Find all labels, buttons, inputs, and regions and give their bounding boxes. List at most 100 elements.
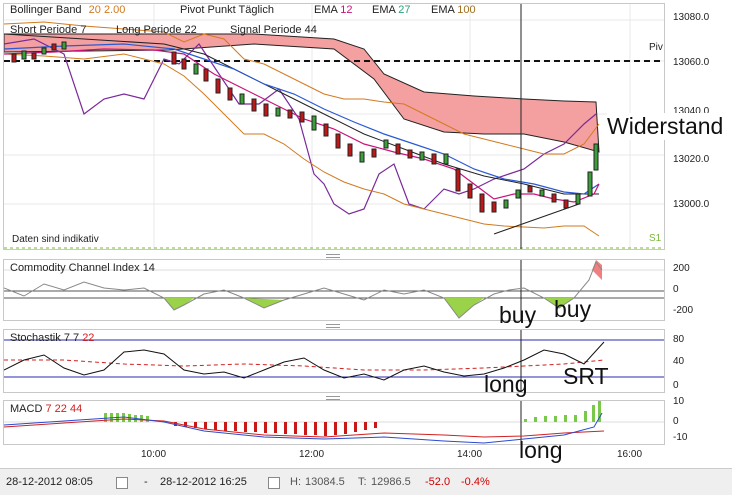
macd-slow: 22 — [54, 403, 67, 415]
bollinger-stddev: 2.00 — [103, 4, 126, 16]
price-chart-panel[interactable]: Bollinger Band 20 2.00 Pivot Punkt Tägli… — [3, 3, 665, 250]
annotation-srt: SRT — [563, 363, 609, 389]
cci-canvas — [4, 260, 664, 320]
ema12-legend[interactable]: EMA 12 — [314, 4, 353, 16]
stochastic-legend[interactable]: Stochastik 7 7 22 — [10, 332, 94, 344]
ema100-legend[interactable]: EMA 100 — [431, 4, 476, 16]
macd-tick-1: 10 — [673, 396, 685, 407]
macd-tick-2: 0 — [673, 416, 679, 427]
stochastic-canvas — [4, 330, 664, 392]
high-label: H: — [290, 476, 301, 488]
bollinger-period: 20 — [88, 4, 101, 16]
ema27-legend[interactable]: EMA 27 — [372, 4, 411, 16]
calendar-to-icon[interactable] — [268, 477, 280, 489]
signal-period-label: Signal Periode — [230, 24, 302, 36]
splitter-grip — [326, 254, 340, 258]
change-percent: -0.4% — [461, 476, 490, 488]
date-to[interactable]: 28-12-2012 16:25 — [160, 476, 247, 488]
ema27-label: EMA — [372, 4, 396, 16]
price-tick-1: 13080.0 — [673, 12, 710, 23]
low-label: T: — [358, 476, 367, 488]
stochastic-label: Stochastik — [10, 332, 61, 344]
long-period-legend[interactable]: Long Periode 22 — [116, 24, 197, 36]
ema100-line — [4, 33, 599, 195]
cci-label: Commodity Channel Index — [10, 262, 140, 274]
long-period-value: 22 — [184, 24, 197, 36]
cci-legend[interactable]: Commodity Channel Index 14 — [10, 262, 155, 274]
pane-splitter-1[interactable] — [3, 252, 665, 258]
s1-axis-label: S1 — [649, 233, 662, 244]
bollinger-lower — [4, 53, 600, 237]
annotation-long-1: long — [484, 371, 528, 397]
short-period-legend[interactable]: Short Periode 7 — [10, 24, 86, 36]
stochastic-smooth: 22 — [82, 332, 95, 344]
signal-period-legend[interactable]: Signal Periode 44 — [230, 24, 317, 36]
ichimoku-cloud — [4, 33, 600, 153]
pivot-legend[interactable]: Pivot Punkt Täglich — [180, 4, 274, 16]
time-tick-3: 14:00 — [457, 449, 483, 460]
time-tick-4: 16:00 — [617, 449, 643, 460]
cci-tick-1: 200 — [673, 263, 690, 274]
high-value: 13084.5 — [305, 476, 345, 488]
macd-fast: 7 — [45, 403, 52, 415]
macd-signal: 44 — [69, 403, 83, 415]
macd-legend[interactable]: MACD 7 22 44 — [10, 403, 82, 415]
ema12-value: 12 — [340, 4, 353, 16]
signal-period-value: 44 — [304, 24, 317, 36]
price-tick-3: 13040.0 — [673, 106, 710, 117]
ema12-label: EMA — [314, 4, 338, 16]
time-tick-2: 12:00 — [299, 449, 325, 460]
pane-splitter-2[interactable] — [3, 322, 665, 328]
macd-panel[interactable]: MACD 7 22 44 — [3, 400, 665, 445]
pivot-axis-label: Piv — [649, 42, 663, 53]
stoch-tick-3: 0 — [673, 380, 679, 391]
price-tick-4: 13020.0 — [673, 154, 710, 165]
change-value: -52.0 — [425, 476, 451, 488]
cci-tick-3: -200 — [673, 305, 694, 316]
ema27-line — [4, 43, 600, 195]
ema100-label: EMA — [431, 4, 455, 16]
footer-bar: 28-12-2012 08:05 - 28-12-2012 16:25 H: 1… — [0, 468, 732, 495]
stochastic-panel[interactable]: Stochastik 7 7 22 — [3, 329, 665, 393]
stochastic-k: 7 — [63, 332, 70, 344]
annotation-buy-1: buy — [499, 302, 537, 328]
calendar-from-icon[interactable] — [116, 477, 128, 489]
cci-tick-2: 0 — [673, 284, 679, 295]
stochastic-k-line — [4, 341, 605, 381]
cci-line — [4, 260, 603, 319]
price-chart-canvas — [4, 4, 664, 249]
short-period-value: 7 — [80, 24, 87, 36]
long-period-label: Long Periode — [116, 24, 182, 36]
bollinger-upper — [4, 21, 600, 155]
disclaimer-text: Daten sind indikativ — [12, 234, 99, 245]
stochastic-d: 7 — [73, 332, 80, 344]
price-tick-5: 13000.0 — [673, 199, 710, 210]
ema100-value: 100 — [457, 4, 476, 16]
macd-line — [4, 418, 605, 438]
date-separator: - — [144, 476, 148, 488]
candlesticks — [11, 41, 599, 213]
pane-splitter-3[interactable] — [3, 394, 665, 400]
date-from[interactable]: 28-12-2012 08:05 — [6, 476, 93, 488]
macd-histogram-negative — [174, 422, 377, 436]
low-value: 12986.5 — [371, 476, 411, 488]
bollinger-legend[interactable]: Bollinger Band 20 2.00 — [10, 4, 125, 16]
pivot-series-line — [4, 38, 597, 215]
macd-canvas — [4, 401, 664, 444]
cci-negative-fill — [164, 298, 574, 318]
time-tick-1: 10:00 — [141, 449, 167, 460]
macd-signal-line — [4, 412, 603, 444]
stoch-tick-1: 80 — [673, 334, 685, 345]
cci-panel[interactable]: Commodity Channel Index 14 — [3, 259, 665, 321]
short-period-label: Short Periode — [10, 24, 78, 36]
bollinger-label: Bollinger Band — [10, 4, 82, 16]
annotation-widerstand: Widerstand — [607, 113, 724, 140]
price-tick-2: 13060.0 — [673, 57, 710, 68]
cci-period: 14 — [142, 262, 155, 274]
splitter-grip — [326, 396, 340, 400]
trendline — [493, 203, 580, 235]
ema27-value: 27 — [398, 4, 411, 16]
macd-label: MACD — [10, 403, 43, 415]
splitter-grip — [326, 324, 340, 328]
macd-histogram-positive — [104, 401, 601, 422]
